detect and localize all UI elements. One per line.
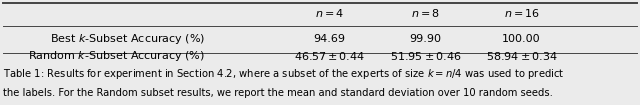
Text: $n=8$: $n=8$ (411, 7, 440, 19)
Text: Table 1: Results for experiment in Section 4.2, where a subset of the experts of: Table 1: Results for experiment in Secti… (3, 67, 564, 81)
Text: $n=16$: $n=16$ (504, 7, 540, 19)
Text: $n=4$: $n=4$ (315, 7, 344, 19)
Text: the labels. For the Random subset results, we report the mean and standard devia: the labels. For the Random subset result… (3, 88, 553, 98)
Text: $46.57 \pm 0.44$: $46.57 \pm 0.44$ (294, 50, 365, 62)
Text: 100.00: 100.00 (502, 34, 541, 44)
Text: $51.95 \pm 0.46$: $51.95 \pm 0.46$ (390, 50, 461, 62)
Text: Best $k$-Subset Accuracy (%): Best $k$-Subset Accuracy (%) (49, 32, 205, 46)
Text: Random $k$-Subset Accuracy (%): Random $k$-Subset Accuracy (%) (28, 49, 205, 63)
Text: $58.94 \pm 0.34$: $58.94 \pm 0.34$ (486, 50, 557, 62)
Text: 99.90: 99.90 (410, 34, 442, 44)
Text: 94.69: 94.69 (314, 34, 346, 44)
